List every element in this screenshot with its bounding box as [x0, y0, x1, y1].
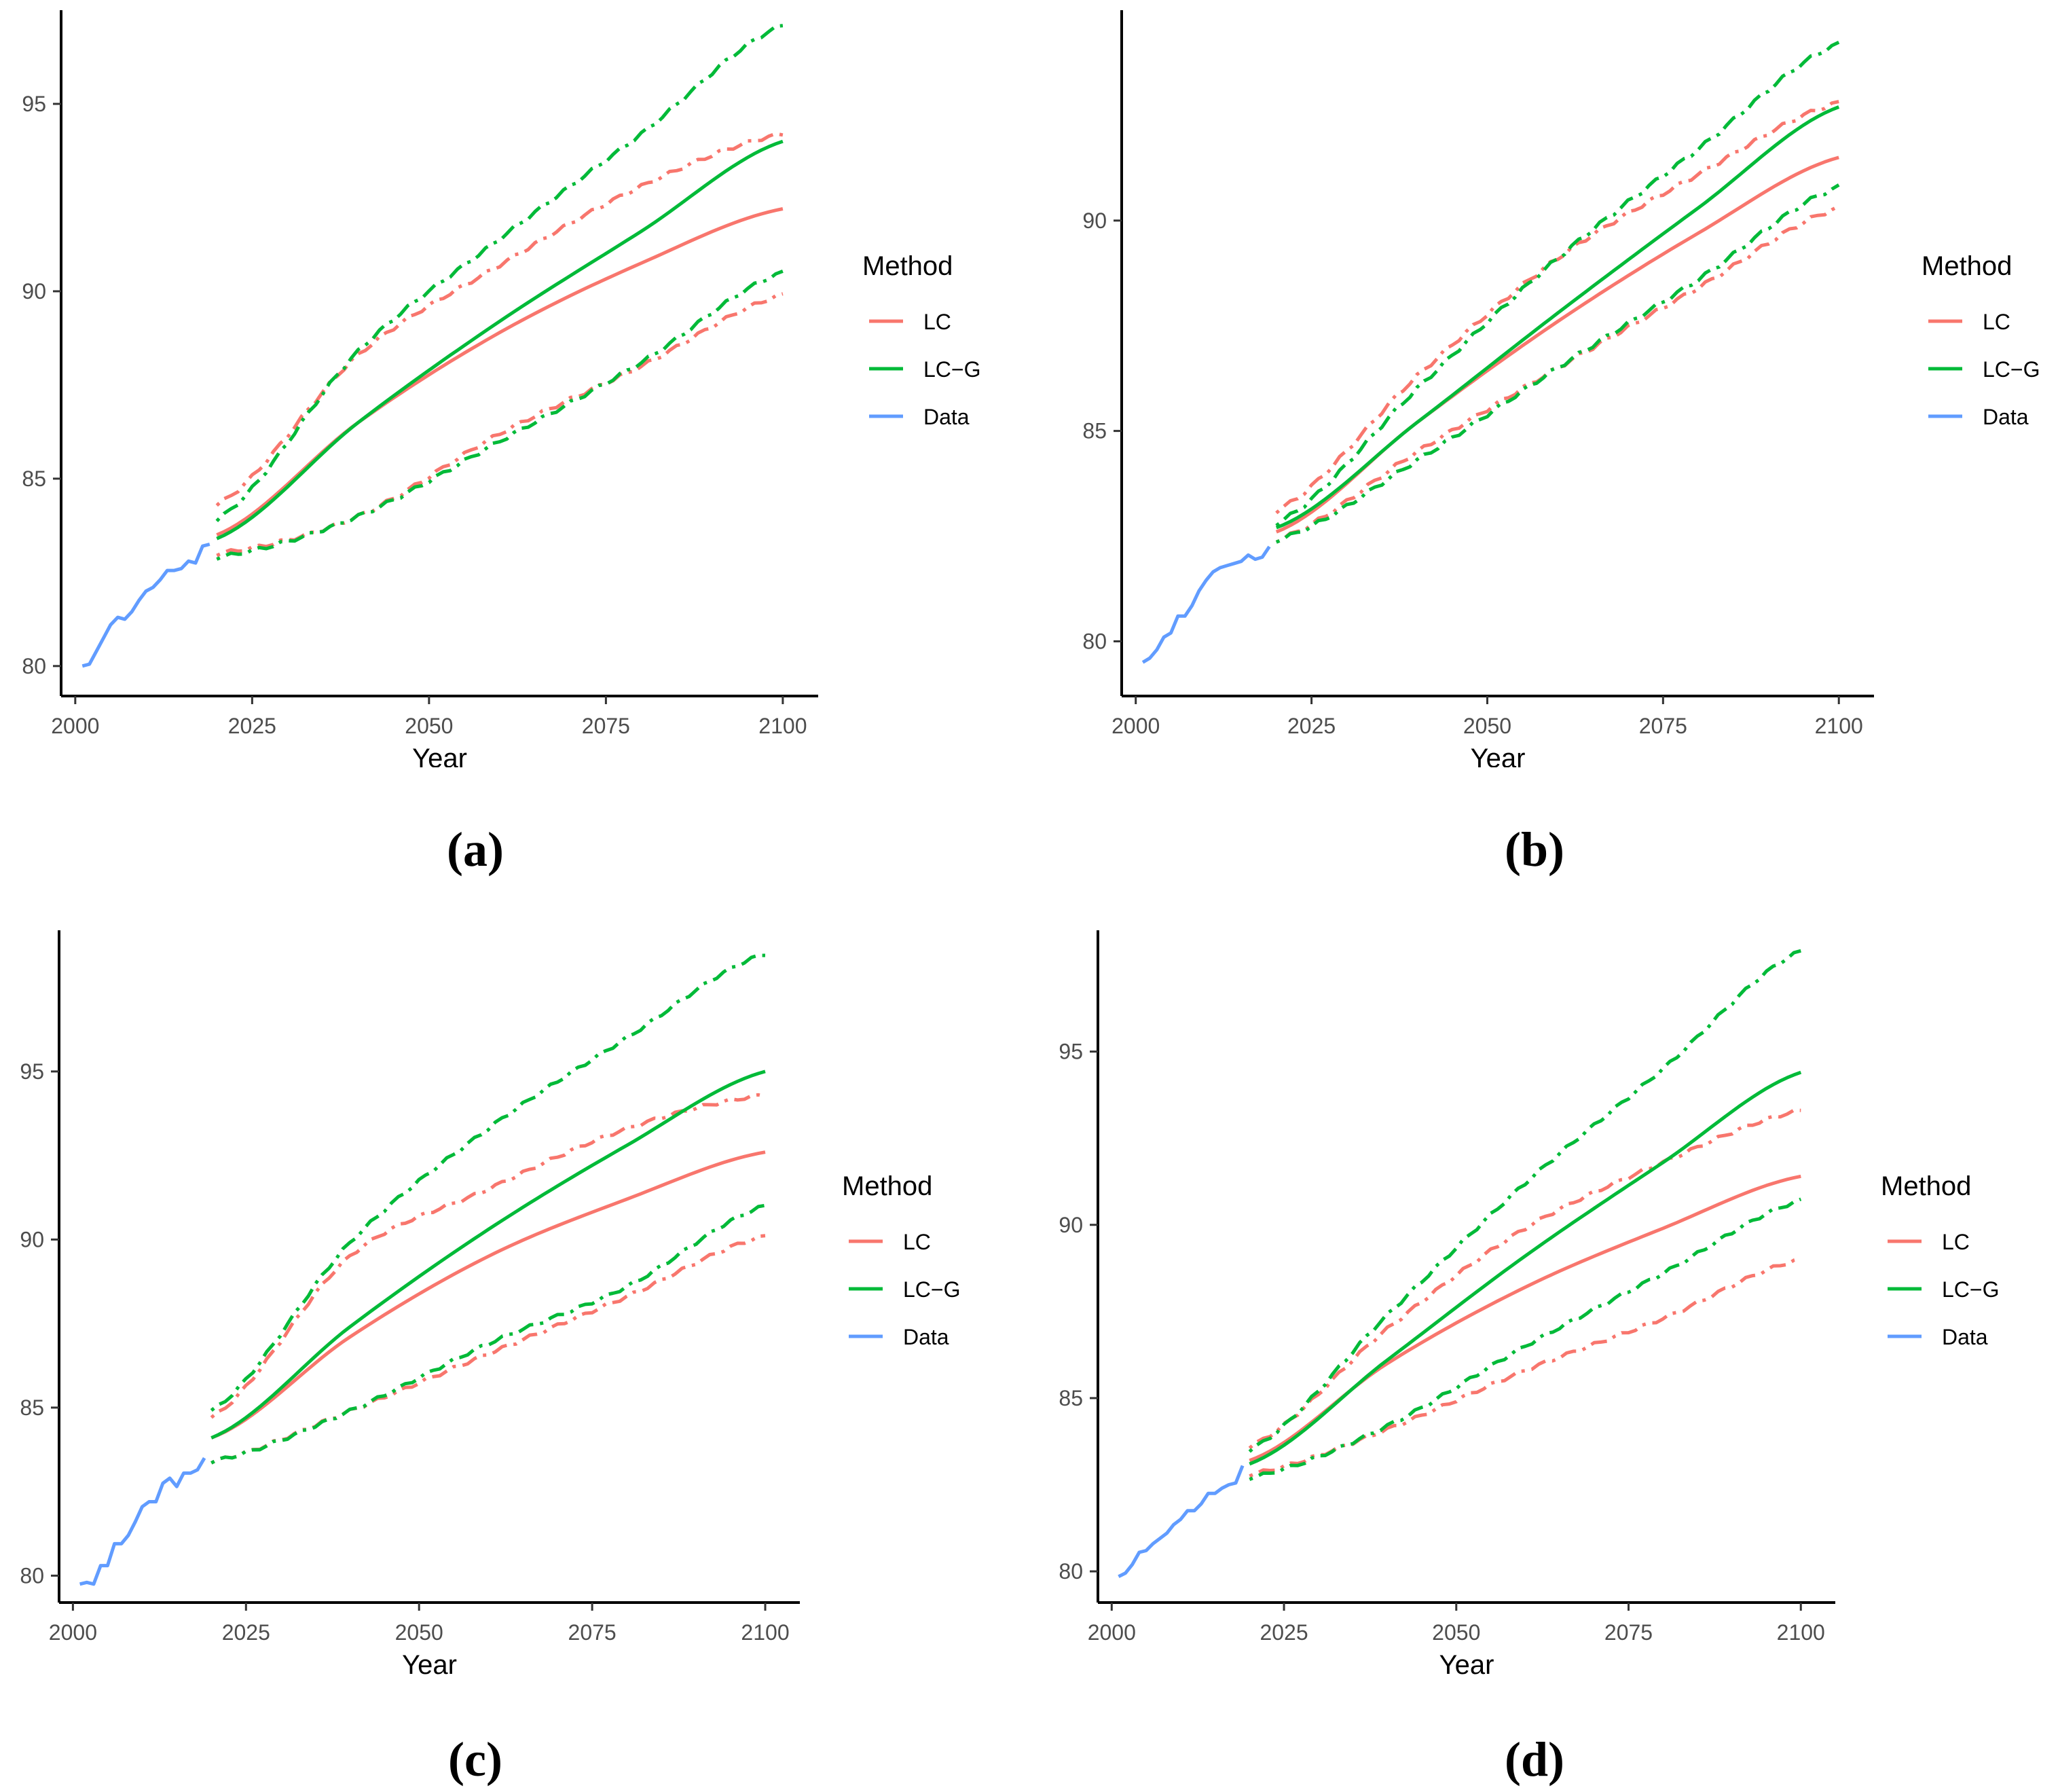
x-axis-label: Year	[412, 744, 467, 767]
series-line-lc-g-lower	[1275, 183, 1840, 544]
x-tick-label: 2100	[741, 1620, 789, 1645]
y-tick-label: 80	[1059, 1559, 1083, 1584]
caption-d: (d)	[1505, 1732, 1564, 1787]
y-tick-label: 80	[20, 1563, 44, 1588]
x-tick-label: 2100	[758, 714, 807, 738]
chart-panel-a: 2000 2025 2050 2075 2100 80 85 90 95 Year Method LC…	[22, 10, 980, 767]
legend-title: Method	[862, 251, 953, 281]
series-line-lc	[216, 207, 784, 536]
series-line-lc-g-upper	[215, 24, 784, 523]
series-line-lc-g	[216, 139, 784, 541]
caption-c: (c)	[448, 1732, 502, 1787]
series-line-lc	[1275, 156, 1839, 534]
x-tick-label: 2050	[1463, 714, 1511, 738]
legend-label: LC−G	[1942, 1277, 1999, 1302]
x-axis-label: Year	[1439, 1650, 1494, 1677]
chart-panel-c: 2000 2025 2050 2075 2100 80 85 90 95 Year Method LC…	[20, 930, 960, 1677]
legend-label: LC	[903, 1230, 931, 1254]
legend-label: Data	[1942, 1325, 1988, 1349]
series-line-lc-upper	[210, 1093, 766, 1419]
legend-label: LC−G	[923, 357, 980, 382]
series-line-lc-g-upper	[210, 953, 766, 1412]
legend-title: Method	[1881, 1171, 1971, 1201]
y-tick-label: 85	[1082, 419, 1107, 443]
y-tick-label: 90	[22, 279, 46, 304]
series-line-lc	[1249, 1174, 1801, 1463]
y-tick-label: 80	[1082, 629, 1107, 653]
x-tick-label: 2100	[1777, 1620, 1825, 1645]
x-tick-label: 2050	[395, 1620, 443, 1645]
y-tick-label: 90	[20, 1227, 44, 1251]
y-tick-label: 80	[22, 654, 46, 678]
legend-label: Data	[1983, 405, 2029, 429]
series-line-lc-g-upper	[1275, 40, 1840, 527]
caption-b: (b)	[1505, 822, 1564, 877]
y-tick-label: 95	[20, 1059, 44, 1084]
series-line-lc-g-upper	[1248, 949, 1801, 1453]
legend-label: Data	[903, 1325, 949, 1349]
x-axis-label: Year	[402, 1650, 457, 1677]
series-line-lc-upper	[1248, 1108, 1801, 1450]
series-line-lc-lower	[210, 1234, 766, 1465]
series-line-data	[79, 1457, 206, 1586]
x-tick-label: 2075	[582, 714, 630, 738]
legend: Method LC LC−G Data	[862, 251, 980, 429]
chart-panel-b: 2000 2025 2050 2075 2100 80 85 90 Year Method LC LC…	[1082, 10, 2040, 767]
series-line-lc-lower	[1249, 1256, 1802, 1478]
y-tick-label: 95	[1059, 1040, 1083, 1064]
series-line-lc-g-lower	[1249, 1197, 1802, 1482]
x-tick-label: 2075	[568, 1620, 617, 1645]
x-tick-label: 2025	[1287, 714, 1336, 738]
series-line-lc	[210, 1150, 766, 1440]
legend-label: LC−G	[1983, 357, 2040, 382]
legend: Method LC LC−G Data	[1922, 251, 2040, 429]
x-tick-label: 2025	[1260, 1620, 1308, 1645]
y-tick-label: 85	[20, 1395, 44, 1420]
legend-label: LC	[923, 310, 951, 334]
series-line-lc-g	[1249, 1070, 1802, 1466]
series-line-lc-upper	[1275, 100, 1839, 515]
legend-label: LC−G	[903, 1277, 960, 1302]
series-line-lc-g	[1275, 105, 1840, 530]
x-tick-label: 2000	[1088, 1620, 1136, 1645]
series-line-lc-g-lower	[210, 1203, 766, 1465]
x-tick-label: 2050	[1432, 1620, 1480, 1645]
x-tick-label: 2025	[228, 714, 276, 738]
series-line-data	[81, 543, 210, 668]
x-axis-label: Year	[1471, 744, 1526, 767]
x-tick-label: 2000	[51, 714, 99, 738]
y-tick-label: 85	[22, 467, 46, 491]
series-line-data	[1118, 1465, 1245, 1578]
x-tick-label: 2050	[405, 714, 453, 738]
x-tick-label: 2075	[1604, 1620, 1653, 1645]
legend-label: LC	[1983, 310, 2010, 334]
legend: Method LC LC−G Data	[1881, 1171, 1999, 1349]
x-tick-label: 2025	[222, 1620, 270, 1645]
legend-title: Method	[842, 1171, 932, 1201]
y-tick-label: 90	[1059, 1213, 1083, 1237]
legend: Method LC LC−G Data	[842, 1171, 960, 1349]
chart-panel-d: 2000 2025 2050 2075 2100 80 85 90 95 Year Method LC…	[1059, 930, 1999, 1677]
x-tick-label: 2100	[1815, 714, 1863, 738]
series-line-data	[1141, 545, 1271, 664]
series-line-lc-upper	[215, 132, 784, 507]
legend-title: Method	[1922, 251, 2012, 281]
y-tick-label: 85	[1059, 1386, 1083, 1410]
y-tick-label: 90	[1082, 208, 1107, 233]
series-line-lc-g-lower	[216, 270, 784, 561]
x-tick-label: 2000	[49, 1620, 97, 1645]
legend-label: LC	[1942, 1230, 1970, 1254]
series-line-lc-g	[210, 1069, 766, 1440]
series-line-lc-lower	[1275, 204, 1840, 544]
caption-a: (a)	[447, 822, 504, 877]
legend-label: Data	[923, 405, 970, 429]
y-tick-label: 95	[22, 92, 46, 116]
x-tick-label: 2000	[1111, 714, 1160, 738]
x-tick-label: 2075	[1639, 714, 1687, 738]
